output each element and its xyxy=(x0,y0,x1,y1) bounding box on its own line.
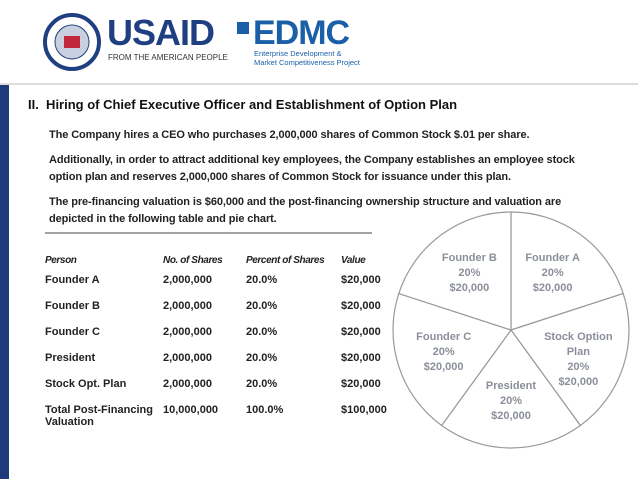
table-row: President 2,000,000 20.0% $20,000 xyxy=(42,348,404,374)
table-cell: Stock Opt. Plan xyxy=(45,378,127,390)
table-cell: President xyxy=(45,352,96,364)
slice-name: President xyxy=(485,379,537,392)
table-cell: 2,000,000 xyxy=(163,274,212,286)
table-cell: Founder C xyxy=(45,326,100,338)
table-cell: $20,000 xyxy=(341,274,381,286)
table-row: Founder B 2,000,000 20.0% $20,000 xyxy=(42,296,404,322)
table-cell: 2,000,000 xyxy=(163,352,212,364)
pie-slice xyxy=(440,328,582,449)
table-row: Founder A 2,000,000 20.0% $20,000 xyxy=(42,270,404,296)
pie-slice xyxy=(398,211,512,331)
slice-name: Stock Option Plan xyxy=(544,330,613,358)
table-cell: Founder A xyxy=(45,274,100,286)
pie-slice xyxy=(510,292,630,427)
table-cell: 20.0% xyxy=(246,378,278,390)
usaid-seal-shield xyxy=(64,36,80,48)
section-title: II. Hiring of Chief Executive Officer an… xyxy=(28,97,458,112)
usaid-logo: USAID xyxy=(107,12,215,53)
pie-slice xyxy=(392,292,512,427)
pie-label: Stock Option Plan 20% $20,000 xyxy=(538,330,618,390)
table-cell: $20,000 xyxy=(341,300,381,312)
ownership-table: Person No. of Shares Percent of Shares Valu… xyxy=(42,250,404,429)
table-row: Total Post-Financing Valuation 10,000,000… xyxy=(42,400,404,428)
slice-amount: $20,000 xyxy=(532,281,573,294)
table-cell: 2,000,000 xyxy=(163,378,212,390)
slice-percent: 20% xyxy=(458,266,481,279)
slice-name: Founder B xyxy=(441,251,497,264)
pie-label: President 20% $20,000 xyxy=(471,379,551,424)
table-cell: $20,000 xyxy=(341,378,381,390)
column-header: Value xyxy=(341,254,366,266)
slice-amount: $20,000 xyxy=(449,281,490,294)
table-cell: 20.0% xyxy=(246,326,278,338)
table-cell: Total Post-Financing Valuation xyxy=(45,404,153,428)
edmc-line: Enterprise Development & xyxy=(254,49,342,58)
slice-percent: 20% xyxy=(432,345,455,358)
slice-amount: $20,000 xyxy=(558,375,599,388)
usaid-tagline: FROM THE AMERICAN PEOPLE xyxy=(108,53,228,62)
table-cell: 10,000,000 xyxy=(163,404,219,416)
table-cell: $20,000 xyxy=(341,352,381,364)
paragraph: The pre-financing valuation is $60,000 a… xyxy=(49,196,562,225)
pie-label: Founder C 20% $20,000 xyxy=(404,330,484,375)
side-bar xyxy=(0,85,9,479)
table-cell: 20.0% xyxy=(246,300,278,312)
pie-slice xyxy=(510,211,624,331)
slice-percent: 20% xyxy=(541,266,564,279)
slice-percent: 20% xyxy=(567,360,590,373)
slice-name: Founder C xyxy=(416,330,472,343)
table-cell: 2,000,000 xyxy=(163,326,212,338)
edmc-logo: EDMC xyxy=(253,14,350,52)
edmc-mark xyxy=(237,22,249,34)
table-cell: 2,000,000 xyxy=(163,300,212,312)
table-row: Founder C 2,000,000 20.0% $20,000 xyxy=(42,322,404,348)
column-header: No. of Shares xyxy=(163,254,223,266)
paragraph: The Company hires a CEO who purchases 2,… xyxy=(49,129,530,141)
edmc-line: Market Competitiveness Project xyxy=(254,58,360,67)
table-cell: Founder B xyxy=(45,300,100,312)
table-header-row: Person No. of Shares Percent of Shares Valu… xyxy=(42,250,404,270)
table-cell: 20.0% xyxy=(246,352,278,364)
slice-percent: 20% xyxy=(499,394,523,407)
pie-label: Founder B 20% $20,000 xyxy=(429,251,509,296)
paragraph: Additionally, in order to attract additi… xyxy=(49,154,575,183)
table-cell: $100,000 xyxy=(341,404,387,416)
pie-label: Founder A 20% $20,000 xyxy=(513,251,593,296)
table-cell: 20.0% xyxy=(246,274,278,286)
slice-amount: $20,000 xyxy=(491,409,531,422)
column-header: Person xyxy=(45,254,77,266)
table-row: Stock Opt. Plan 2,000,000 20.0% $20,000 xyxy=(42,374,404,400)
column-header: Percent of Shares xyxy=(246,254,325,266)
pie-chart xyxy=(392,211,630,449)
table-cell: 100.0% xyxy=(246,404,284,416)
slice-amount: $20,000 xyxy=(423,360,464,373)
table-cell: $20,000 xyxy=(341,326,381,338)
slice-name: Founder A xyxy=(525,251,580,264)
